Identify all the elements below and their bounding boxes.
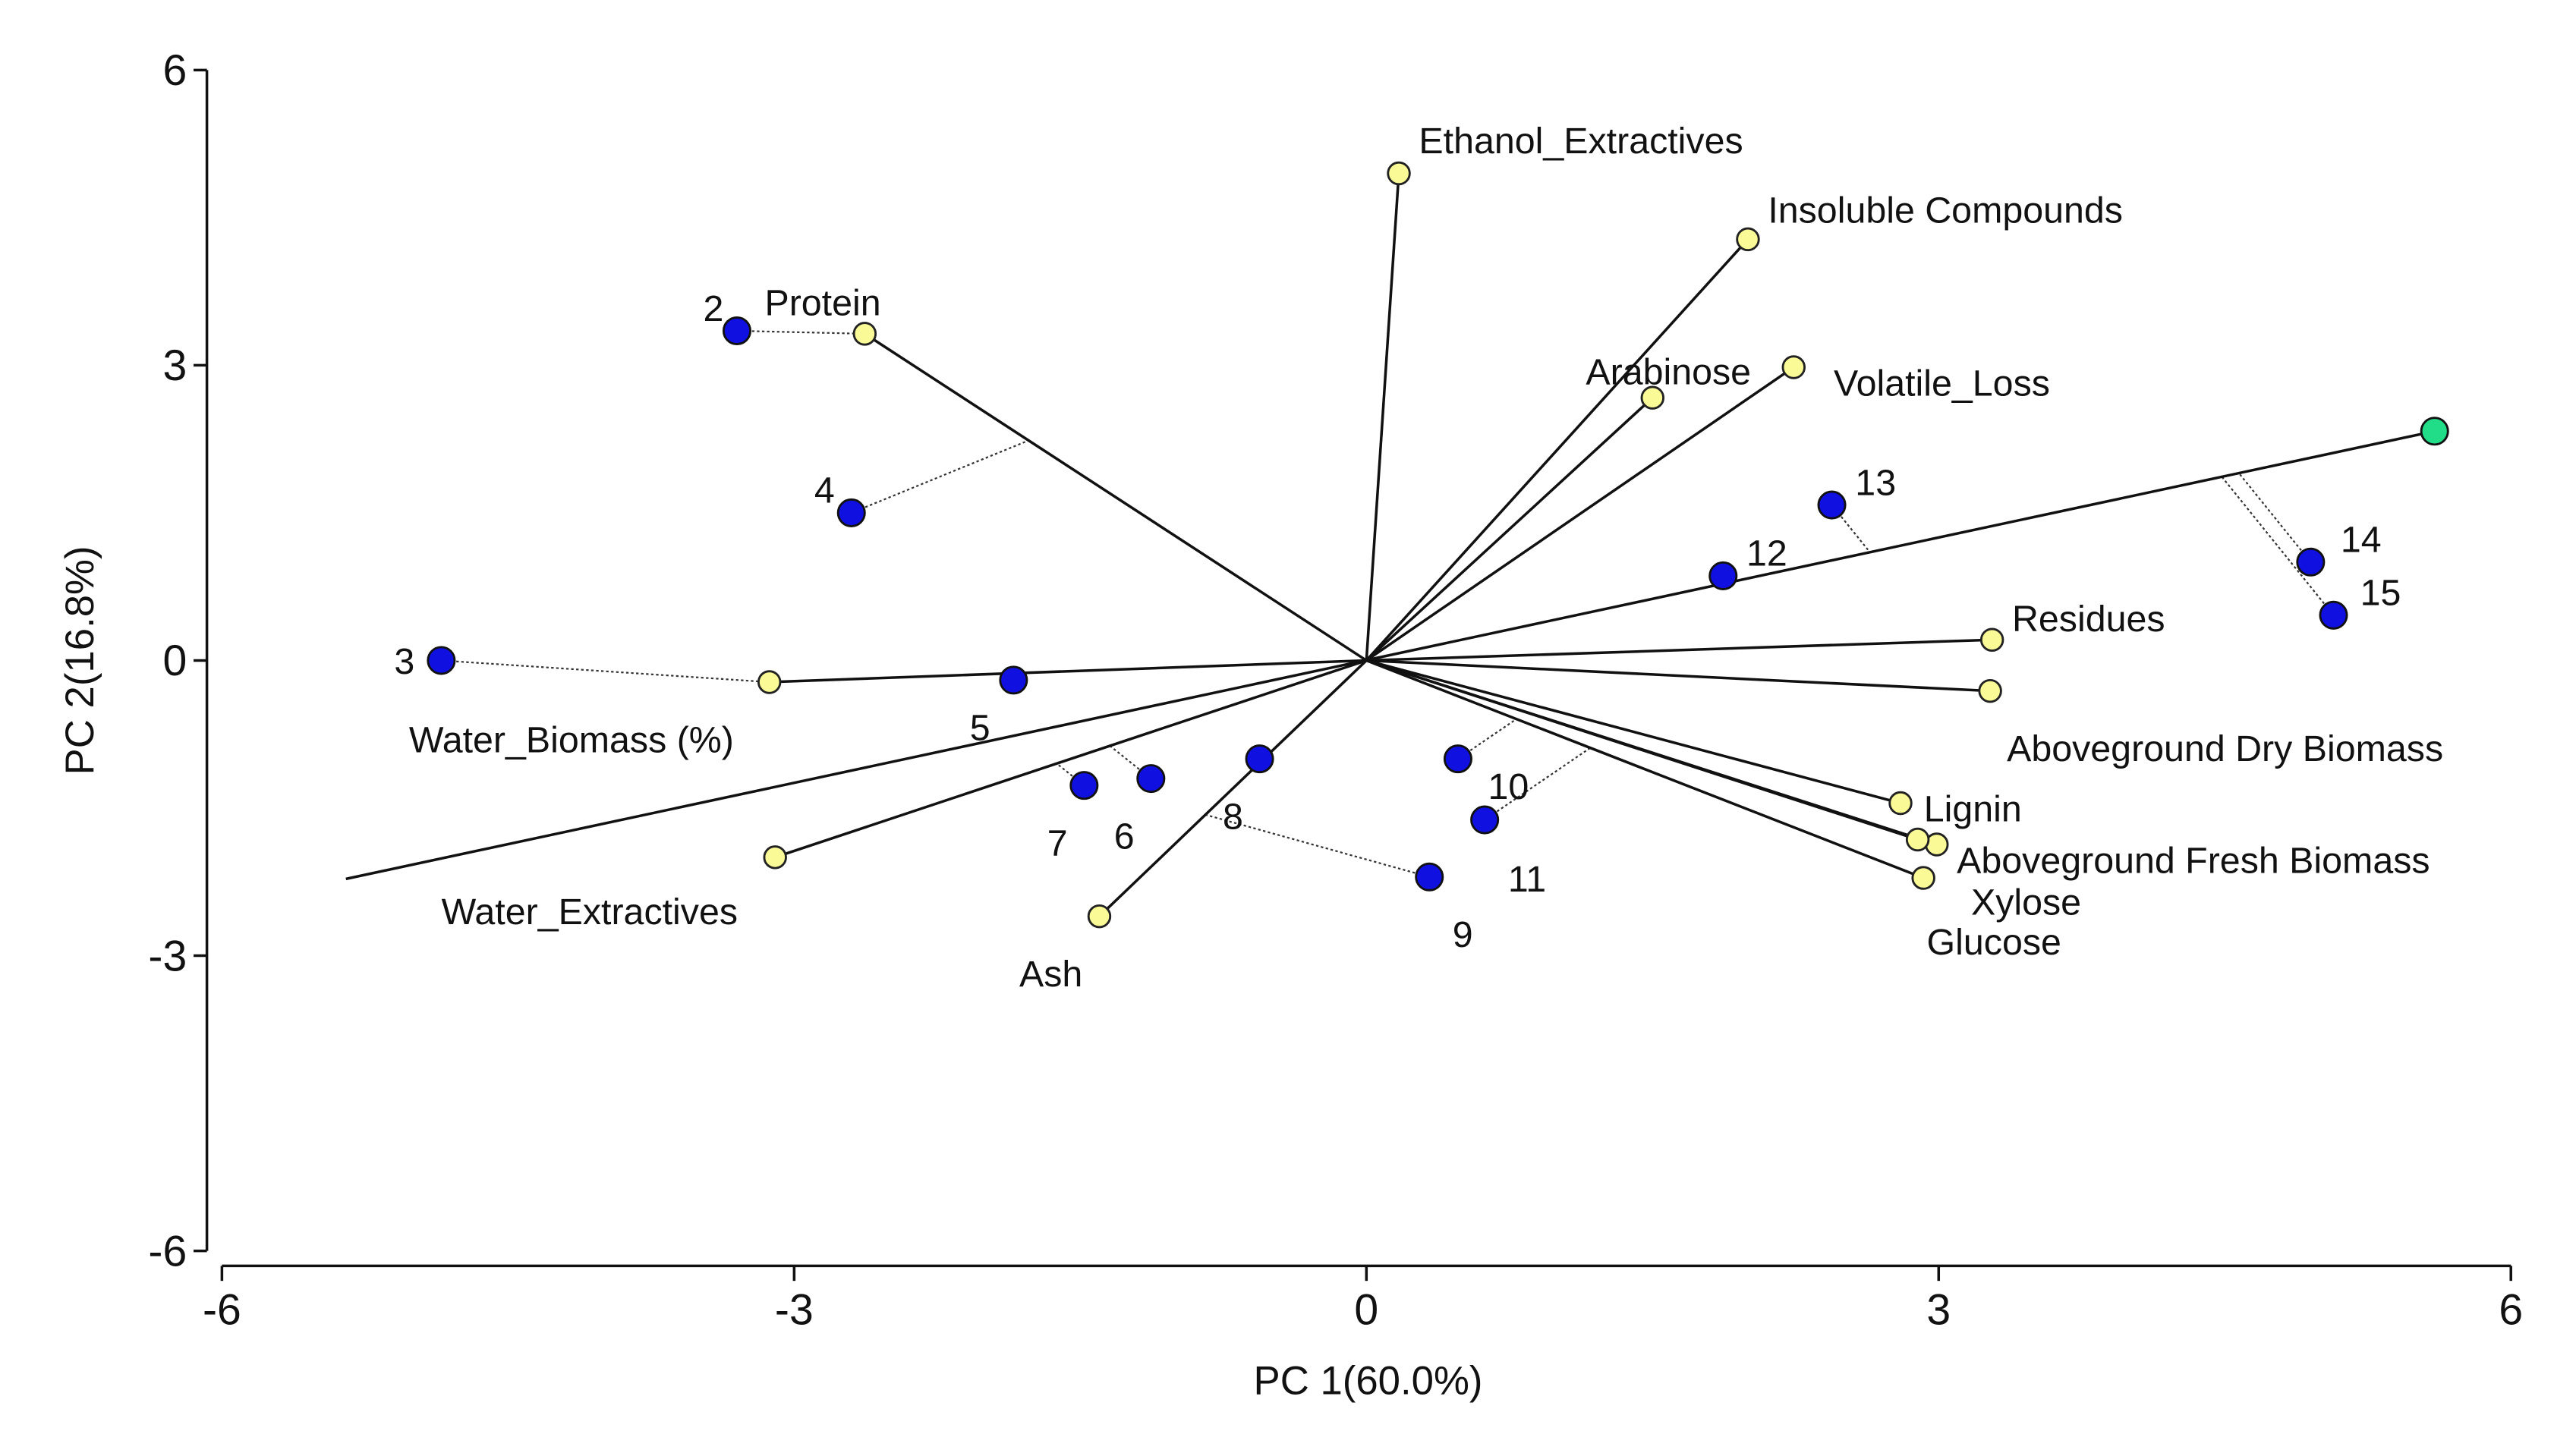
sample-label: 13 bbox=[1855, 462, 1896, 503]
projection-line bbox=[441, 659, 770, 684]
highlight-point bbox=[2420, 417, 2449, 446]
sample-label: 6 bbox=[1114, 816, 1135, 857]
loading-vector bbox=[864, 332, 1368, 662]
sample-label: 7 bbox=[1047, 822, 1068, 863]
variable-label: Protein bbox=[764, 283, 880, 324]
sample-label: 9 bbox=[1453, 914, 1473, 955]
variable-label: Ash bbox=[1019, 954, 1082, 995]
sample-point bbox=[1443, 744, 1472, 774]
projection-line bbox=[1109, 745, 1152, 779]
x-tick-label: 6 bbox=[2499, 1285, 2523, 1334]
variable-point bbox=[1087, 904, 1112, 929]
sample-point bbox=[2296, 547, 2326, 577]
sample-point bbox=[1245, 744, 1274, 774]
loading-vector bbox=[1365, 238, 1749, 662]
variable-point bbox=[1387, 161, 1411, 186]
loading-vector bbox=[1365, 173, 1400, 661]
y-axis-label: PC 2(16.8%) bbox=[58, 546, 102, 775]
sample-label: 12 bbox=[1746, 533, 1787, 574]
variable-label: Lignin bbox=[1924, 789, 2022, 830]
variable-label: Residues bbox=[2012, 599, 2165, 640]
variable-point bbox=[852, 322, 877, 346]
x-tick-label: -3 bbox=[775, 1285, 814, 1334]
sample-point bbox=[836, 498, 866, 527]
variable-label: Aboveground Dry Biomass bbox=[2007, 728, 2443, 769]
loading-vector bbox=[1098, 659, 1368, 917]
projection-line bbox=[851, 439, 1029, 514]
variable-point bbox=[1978, 678, 2002, 703]
sample-point bbox=[722, 316, 751, 346]
y-tick-label: 0 bbox=[162, 637, 187, 685]
sample-label: 11 bbox=[1508, 859, 1546, 900]
variable-point bbox=[763, 845, 787, 870]
sample-label: 10 bbox=[1488, 766, 1529, 807]
loading-vector bbox=[1366, 638, 1992, 662]
x-ticks: -6 -3 0 3 6 bbox=[203, 1266, 2523, 1334]
x-tick-label: 3 bbox=[1926, 1285, 1951, 1334]
variable-label: Water_Biomass (%) bbox=[409, 719, 734, 760]
y-tick-label: -3 bbox=[148, 932, 187, 980]
sample-label: 8 bbox=[1223, 796, 1243, 837]
x-axis-label: PC 1(60.0%) bbox=[1254, 1359, 1483, 1404]
variable-point bbox=[1781, 355, 1806, 379]
variable-point bbox=[1911, 866, 1935, 890]
sample-point bbox=[1817, 490, 1847, 520]
variable-label: Glucose bbox=[1927, 922, 2061, 963]
projection-line bbox=[2221, 476, 2335, 616]
projection-line bbox=[736, 329, 865, 335]
sample-label: 4 bbox=[814, 470, 835, 511]
variable-label: Insoluble Compounds bbox=[1768, 190, 2123, 231]
variable-point bbox=[1905, 827, 1930, 852]
variable-label: Xylose bbox=[1971, 882, 2081, 923]
loading-vector bbox=[1365, 366, 1795, 662]
loading-vector bbox=[1365, 659, 1919, 841]
loading-vector bbox=[1365, 396, 1654, 662]
sample-point bbox=[1136, 764, 1166, 794]
variable-point bbox=[1979, 627, 2004, 652]
variable-label: Water_Extractives bbox=[442, 892, 738, 933]
loading-vector bbox=[769, 659, 1367, 684]
sample-point bbox=[1708, 561, 1738, 590]
variable-point bbox=[757, 670, 782, 694]
variable-label: Aboveground Fresh Biomass bbox=[1957, 840, 2430, 881]
sample-point bbox=[1415, 862, 1444, 892]
loading-vector bbox=[1365, 659, 1901, 805]
projection-line bbox=[1205, 813, 1430, 878]
y-tick-label: 3 bbox=[162, 341, 187, 390]
variable-point bbox=[1888, 791, 1913, 816]
y-tick-label: 6 bbox=[162, 46, 187, 95]
loading-vectors bbox=[345, 173, 2436, 917]
projection-line bbox=[2238, 472, 2312, 563]
variable-label: Arabinose bbox=[1586, 352, 1751, 393]
points bbox=[427, 161, 2449, 929]
sample-point bbox=[2319, 600, 2348, 630]
sample-point bbox=[1069, 771, 1099, 800]
sample-label: 5 bbox=[970, 708, 990, 749]
variable-label: Volatile_Loss bbox=[1834, 363, 2050, 404]
variable-label: Ethanol_Extractives bbox=[1419, 121, 1743, 162]
sample-point bbox=[427, 646, 456, 675]
loading-vector bbox=[1366, 659, 1991, 693]
y-tick-label: -6 bbox=[148, 1227, 187, 1275]
sample-label: 15 bbox=[2360, 573, 2401, 614]
sample-label: 2 bbox=[703, 288, 723, 329]
variable-point bbox=[1736, 227, 1760, 252]
variable-point bbox=[1640, 385, 1665, 410]
sample-point bbox=[999, 665, 1028, 695]
y-ticks: 6 3 0 -3 -6 bbox=[148, 46, 207, 1275]
point-labels: 2 3 4 5 6 7 8 9 10 11 12 13 14 15 Ethanol_Extractives I… bbox=[394, 121, 2443, 995]
sample-point bbox=[1470, 805, 1500, 835]
loading-vector bbox=[1365, 659, 1924, 879]
biplot-axis-line bbox=[345, 429, 2436, 881]
sample-label: 3 bbox=[394, 641, 414, 682]
x-tick-label: 0 bbox=[1354, 1285, 1378, 1334]
x-tick-label: -6 bbox=[203, 1285, 241, 1334]
sample-label: 14 bbox=[2341, 520, 2382, 561]
loading-vector bbox=[774, 659, 1367, 859]
projection-line bbox=[1484, 747, 1591, 821]
